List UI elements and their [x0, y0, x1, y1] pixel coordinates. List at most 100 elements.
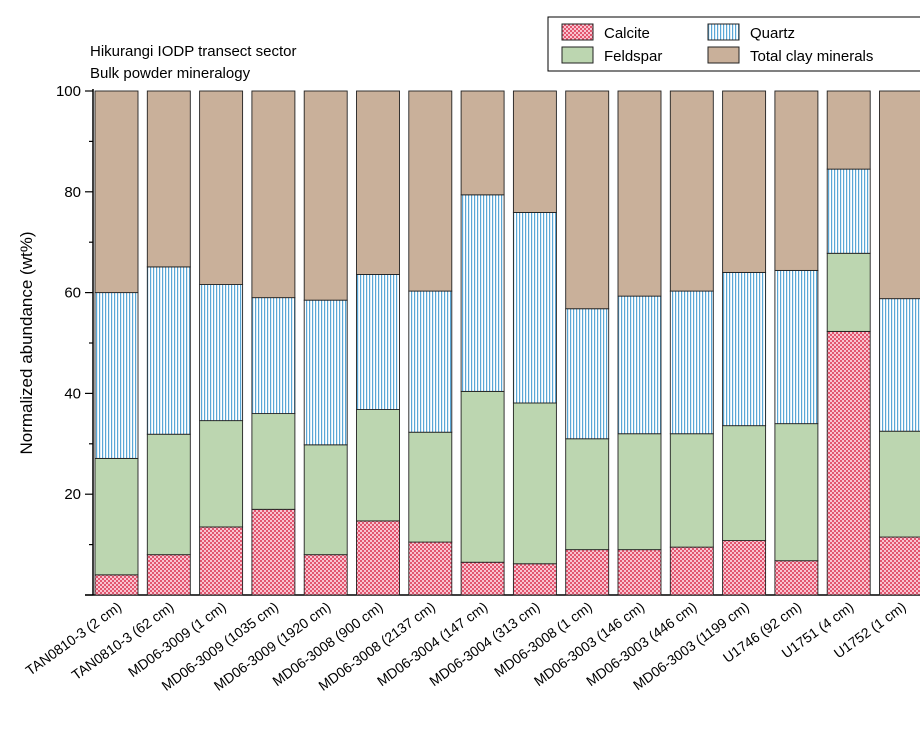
legend: Calcite Quartz Feldspar Total clay minerals	[547, 16, 920, 72]
bar-stack-md06-3003-1199-cm	[722, 90, 767, 596]
bar-segment-feldspar	[774, 423, 819, 562]
bar-segment-quartz	[356, 274, 400, 410]
bar-segment-total-clay-minerals	[879, 90, 920, 300]
bar-segment-calcite	[617, 549, 662, 596]
bar-segment-calcite	[94, 574, 139, 596]
bar-segment-quartz	[251, 297, 296, 415]
bar-segment-quartz	[146, 266, 191, 435]
bar-segment-calcite	[565, 549, 610, 596]
bar-segment-feldspar	[826, 252, 871, 332]
bar-segment-total-clay-minerals	[460, 90, 505, 196]
bar-segment-quartz	[460, 194, 505, 392]
legend-label-total-clay-minerals: Total clay minerals	[750, 48, 873, 65]
bar-segment-quartz	[199, 284, 244, 422]
bar-segment-quartz	[879, 298, 920, 432]
bar-segment-total-clay-minerals	[512, 90, 557, 213]
bar-segment-feldspar	[512, 402, 557, 565]
bar-segment-feldspar	[722, 425, 767, 542]
legend-label-feldspar: Feldspar	[604, 48, 662, 65]
bar-segment-feldspar	[408, 431, 453, 543]
bar-stack-tan0810-3-62-cm	[146, 90, 191, 596]
bar-stack-md06-3009-1035-cm	[251, 90, 296, 596]
bar-segment-calcite	[669, 546, 714, 596]
bar-stack-md06-3003-446-cm	[669, 90, 714, 596]
bar-segment-total-clay-minerals	[722, 90, 767, 273]
bar-stack-md06-3003-146-cm	[617, 90, 662, 596]
bar-segment-calcite	[512, 563, 557, 596]
bar-segment-feldspar	[879, 430, 920, 538]
bar-stack-md06-3004-147-cm	[460, 90, 505, 596]
legend-swatch-total-clay-minerals	[707, 46, 740, 64]
legend-swatch-calcite	[561, 23, 594, 41]
bar-segment-calcite	[199, 526, 244, 596]
bar-segment-total-clay-minerals	[146, 90, 191, 268]
chart-subtitle: Bulk powder mineralogy	[90, 65, 251, 82]
bar-stack-md06-3004-313-cm	[512, 90, 557, 596]
bar-segment-total-clay-minerals	[565, 90, 610, 310]
bar-stack-md06-3008-2137-cm	[408, 90, 453, 596]
bar-segment-calcite	[303, 554, 348, 596]
bar-segment-quartz	[774, 269, 819, 425]
bar-segment-calcite	[408, 541, 453, 596]
bar-segment-total-clay-minerals	[617, 90, 662, 297]
bar-segment-feldspar	[565, 438, 610, 551]
bar-segment-quartz	[565, 308, 610, 440]
bar-segment-total-clay-minerals	[94, 90, 139, 294]
bar-segment-calcite	[356, 520, 400, 596]
legend-label-quartz: Quartz	[750, 25, 795, 42]
bar-segment-feldspar	[669, 433, 714, 548]
bar-stack-md06-3008-900-cm	[356, 90, 400, 596]
chart-title: Hikurangi IODP transect sector	[90, 43, 296, 60]
legend-label-calcite: Calcite	[604, 25, 650, 42]
bar-segment-total-clay-minerals	[356, 90, 400, 275]
y-tick-label: 80	[64, 184, 81, 201]
y-tick-label: 20	[64, 486, 81, 503]
bar-segment-feldspar	[199, 420, 244, 528]
bar-stack-tan0810-3-2-cm	[94, 90, 139, 596]
bar-segment-feldspar	[146, 433, 191, 556]
bar-segment-total-clay-minerals	[774, 90, 819, 271]
bar-stack-u1751-4-cm	[826, 90, 871, 596]
y-tick-label: 100	[56, 83, 81, 100]
bar-segment-feldspar	[94, 457, 139, 576]
bar-stack-u1746-92-cm	[774, 90, 819, 596]
bar-segment-calcite	[251, 508, 296, 596]
bar-segment-calcite	[460, 561, 505, 596]
y-tick-label: 60	[64, 285, 81, 302]
bar-segment-calcite	[774, 560, 819, 596]
legend-swatch-feldspar	[561, 46, 594, 64]
bar-segment-feldspar	[356, 409, 400, 522]
y-tick-label: 40	[64, 385, 81, 402]
bar-segment-quartz	[303, 299, 348, 446]
bar-segment-calcite	[826, 330, 871, 596]
bar-segment-calcite	[146, 554, 191, 596]
bar-segment-calcite	[879, 536, 920, 596]
bar-segment-quartz	[408, 290, 453, 433]
bar-segment-quartz	[722, 271, 767, 427]
bar-segment-total-clay-minerals	[826, 90, 871, 170]
bar-stack-md06-3008-1-cm	[565, 90, 610, 596]
bar-stack-md06-3009-1-cm	[199, 90, 244, 596]
bar-segment-calcite	[722, 540, 767, 596]
legend-swatch-quartz	[707, 23, 740, 41]
bar-segment-total-clay-minerals	[251, 90, 296, 299]
bar-segment-feldspar	[460, 390, 505, 563]
bar-segment-quartz	[669, 290, 714, 435]
bars-group	[94, 90, 920, 596]
bar-stack-u1752-1-cm	[879, 90, 920, 596]
bar-segment-total-clay-minerals	[199, 90, 244, 285]
bar-segment-quartz	[826, 168, 871, 254]
bar-segment-quartz	[94, 292, 139, 459]
bar-segment-feldspar	[617, 433, 662, 551]
x-tick-labels: TAN0810-3 (2 cm)TAN0810-3 (62 cm)MD06-30…	[23, 598, 909, 693]
bar-segment-total-clay-minerals	[669, 90, 714, 292]
bar-segment-quartz	[512, 212, 557, 404]
bar-segment-total-clay-minerals	[408, 90, 453, 292]
y-axis-label: Normalized abundance (wt%)	[17, 232, 36, 455]
bar-segment-total-clay-minerals	[303, 90, 348, 301]
bar-segment-feldspar	[303, 444, 348, 556]
bar-segment-quartz	[617, 295, 662, 435]
bar-segment-feldspar	[251, 413, 296, 510]
bar-stack-md06-3009-1920-cm	[303, 90, 348, 596]
